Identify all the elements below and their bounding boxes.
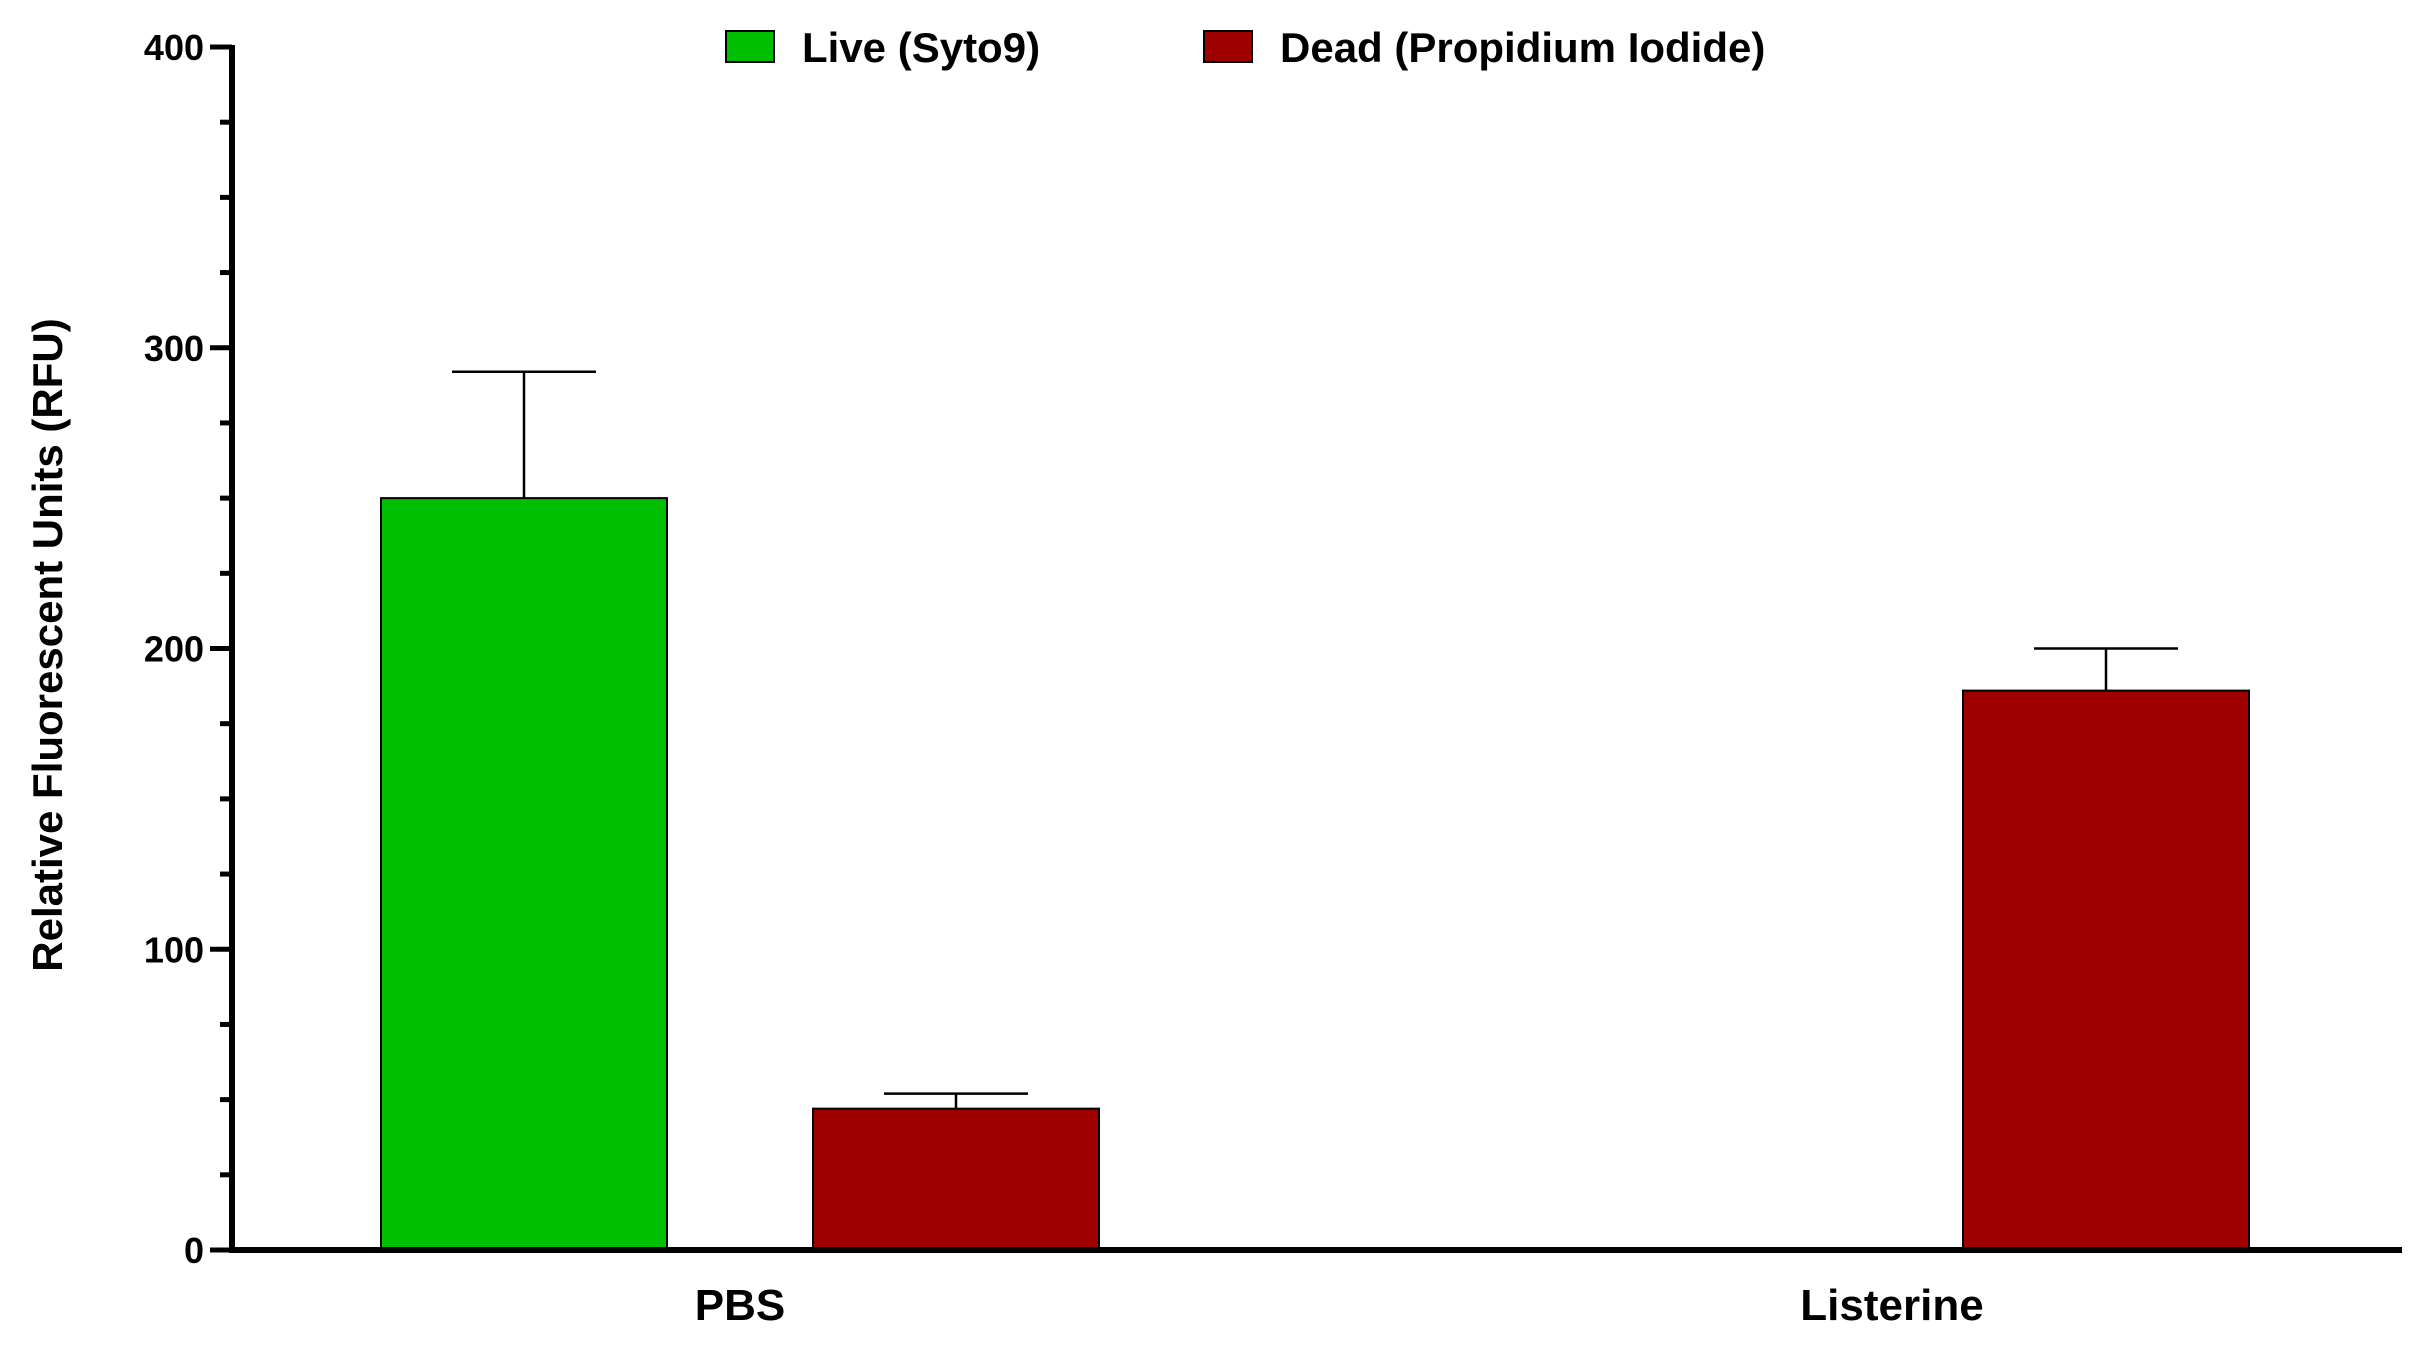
x-tick-label-listerine: Listerine — [1800, 1281, 1983, 1330]
y-tick-label: 400 — [144, 27, 204, 68]
x-tick-label-pbs: PBS — [695, 1281, 785, 1330]
bar-dead-listerine — [1962, 689, 2250, 1251]
legend-label-live: Live (Syto9) — [802, 24, 1040, 71]
legend-swatch-dead — [1203, 30, 1253, 63]
y-tick-label: 200 — [144, 629, 204, 670]
y-tick-label: 0 — [184, 1230, 204, 1271]
y-tick-label: 300 — [144, 328, 204, 369]
legend: Live (Syto9) Dead (Propidium Iodide) — [725, 24, 1765, 71]
error-bars — [452, 370, 2178, 1109]
legend-swatch-live — [725, 30, 775, 63]
bar-dead-pbs — [812, 1107, 1100, 1251]
bars — [380, 497, 2250, 1251]
bar-live-pbs — [380, 497, 668, 1251]
axes: 0 100 200 300 400 PBS Listerine — [144, 27, 2402, 1330]
y-axis-title: Relative Fluorescent Units (RFU) — [24, 318, 71, 971]
y-tick-label: 100 — [144, 929, 204, 970]
legend-label-dead: Dead (Propidium Iodide) — [1280, 24, 1765, 71]
